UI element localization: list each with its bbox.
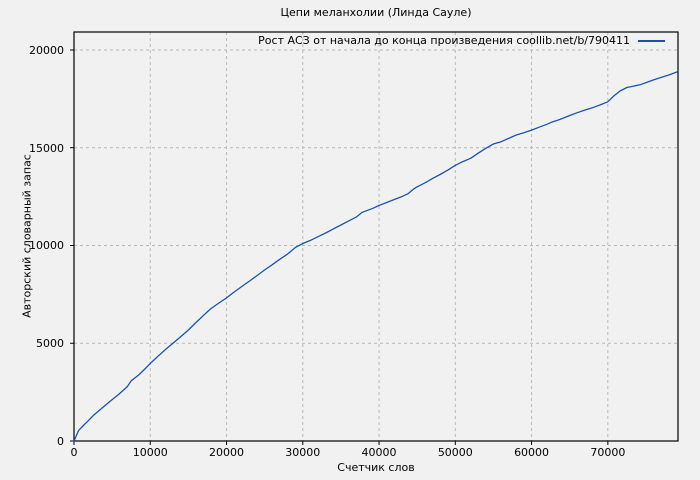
legend-label: Рост АСЗ от начала до конца произведения… bbox=[258, 34, 630, 47]
x-tick-label: 20000 bbox=[209, 446, 245, 459]
x-tick-label: 10000 bbox=[132, 446, 168, 459]
x-tick-label: 0 bbox=[70, 446, 78, 459]
legend: Рост АСЗ от начала до конца произведения… bbox=[258, 34, 665, 47]
x-tick-label: 50000 bbox=[437, 446, 473, 459]
y-tick-label: 15000 bbox=[29, 141, 64, 155]
chart-title: Цепи меланхолии (Линда Сауле) bbox=[280, 6, 472, 19]
y-tick-label: 0 bbox=[57, 435, 64, 448]
y-tick-label: 5000 bbox=[36, 337, 64, 351]
x-tick-label: 70000 bbox=[590, 446, 626, 459]
y-tick-label: 20000 bbox=[29, 43, 64, 57]
x-tick-label: 60000 bbox=[514, 446, 550, 459]
x-tick-label: 40000 bbox=[361, 446, 397, 459]
series-line bbox=[73, 71, 678, 442]
y-axis-label: Авторский словарный запас bbox=[20, 154, 34, 318]
legend-line-swatch-icon bbox=[638, 39, 665, 42]
y-tick-label: 10000 bbox=[29, 239, 64, 253]
x-axis-label: Счетчик слов bbox=[337, 461, 415, 474]
x-tick-label: 30000 bbox=[285, 446, 321, 459]
